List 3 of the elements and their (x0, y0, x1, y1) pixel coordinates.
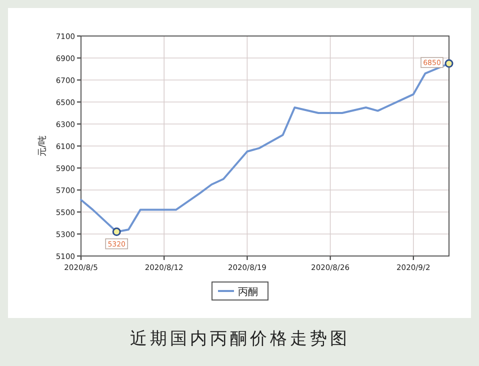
y-axis-title: 元/吨 (37, 135, 48, 157)
text: 近期国内丙酮价格走势图 (130, 329, 350, 349)
legend-label: 丙酮 (238, 287, 258, 298)
